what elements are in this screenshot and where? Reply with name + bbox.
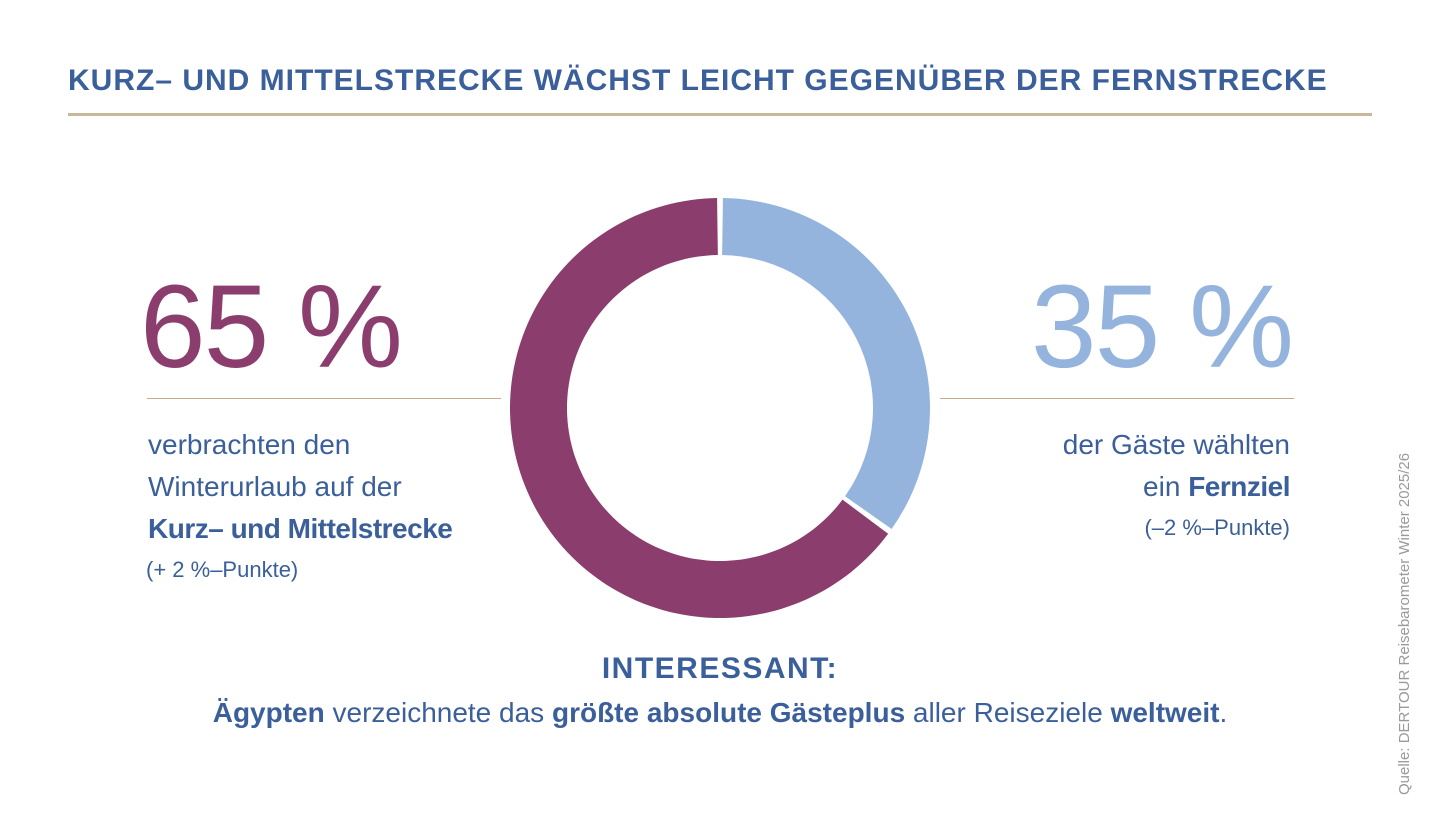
left-desc-strong: Kurz– und Mittelstrecke <box>148 513 453 544</box>
left-change: (+ 2 %–Punkte) <box>146 557 299 582</box>
right-change: (–2 %–Punkte) <box>1144 515 1290 540</box>
interesting-heading: INTERESSANT: <box>601 652 839 685</box>
interesting-part1: Ägypten <box>212 697 325 728</box>
interesting-part4: aller Reiseziele <box>905 697 1111 728</box>
left-desc-line2: Winterurlaub auf der <box>148 471 402 502</box>
interesting-part3: größte absolute Gästeplus <box>551 697 906 728</box>
interesting-part5: weltweit <box>1110 697 1220 728</box>
right-desc-line1: der Gäste wählten <box>1062 429 1290 460</box>
donut-slice-2 <box>510 198 889 618</box>
interesting-text: Ägypten verzeichnete das größte absolute… <box>0 697 1440 729</box>
left-divider <box>147 398 501 399</box>
right-percentage: 35 % <box>1031 261 1294 393</box>
left-percentage: 65 % <box>140 261 403 393</box>
donut-chart <box>510 198 930 618</box>
donut-slice-1 <box>722 198 930 530</box>
right-divider <box>940 398 1294 399</box>
left-desc-line1: verbrachten den <box>148 429 351 460</box>
right-desc-line2-prefix: ein <box>1143 471 1189 502</box>
source-note: Quelle: DERTOUR Reisebarometer Winter 20… <box>1396 452 1413 795</box>
title-divider <box>68 113 1372 116</box>
interesting-part6: . <box>1219 697 1228 728</box>
right-description: der Gäste wählten ein Fernziel (–2 %–Pun… <box>940 424 1291 548</box>
right-desc-strong: Fernziel <box>1188 471 1290 502</box>
page-title: KURZ– UND MITTELSTRECKE WÄCHST LEICHT GE… <box>68 64 1328 97</box>
donut-slices <box>510 198 930 618</box>
left-description: verbrachten den Winterurlaub auf der Kur… <box>146 424 528 590</box>
interesting-part2: verzeichnete das <box>324 697 552 728</box>
